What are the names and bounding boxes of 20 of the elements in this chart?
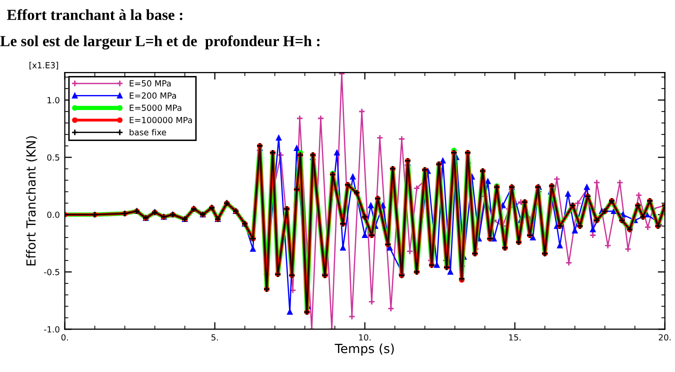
y-tick-label: 1.0 (48, 97, 60, 104)
chart-title: Effort tranchant à la base : (7, 9, 182, 20)
legend-label: E=100000 MPa (130, 116, 192, 124)
text: [x1.E3] (30, 62, 58, 70)
legend-label: E=50 MPa (130, 80, 171, 86)
y-tick-label: -1.0 (44, 326, 60, 333)
chart-subtitle: Le sol est de largeur L=h et de profondeur H=h : (0, 35, 320, 50)
x-tick-label: 5. (211, 334, 218, 341)
x-tick-label: 20. (658, 334, 671, 341)
legend-label: E=5000 MPa (130, 104, 182, 111)
y-axis-title: Effort Tranchant (KN) (26, 136, 38, 266)
y-tick-label: -0.5 (44, 268, 60, 276)
x-tick-label: 10. (359, 334, 371, 341)
y-tick-label: 0.0 (47, 212, 60, 218)
x-tick-label: 0. (61, 334, 68, 341)
x-axis-title: Temps (s) (334, 344, 394, 356)
legend-label: base fixe (130, 128, 166, 136)
legend-label: E=200 MPa (130, 92, 176, 99)
y-tick-label: 0.5 (47, 154, 60, 161)
x-tick-label: 15. (509, 334, 521, 341)
